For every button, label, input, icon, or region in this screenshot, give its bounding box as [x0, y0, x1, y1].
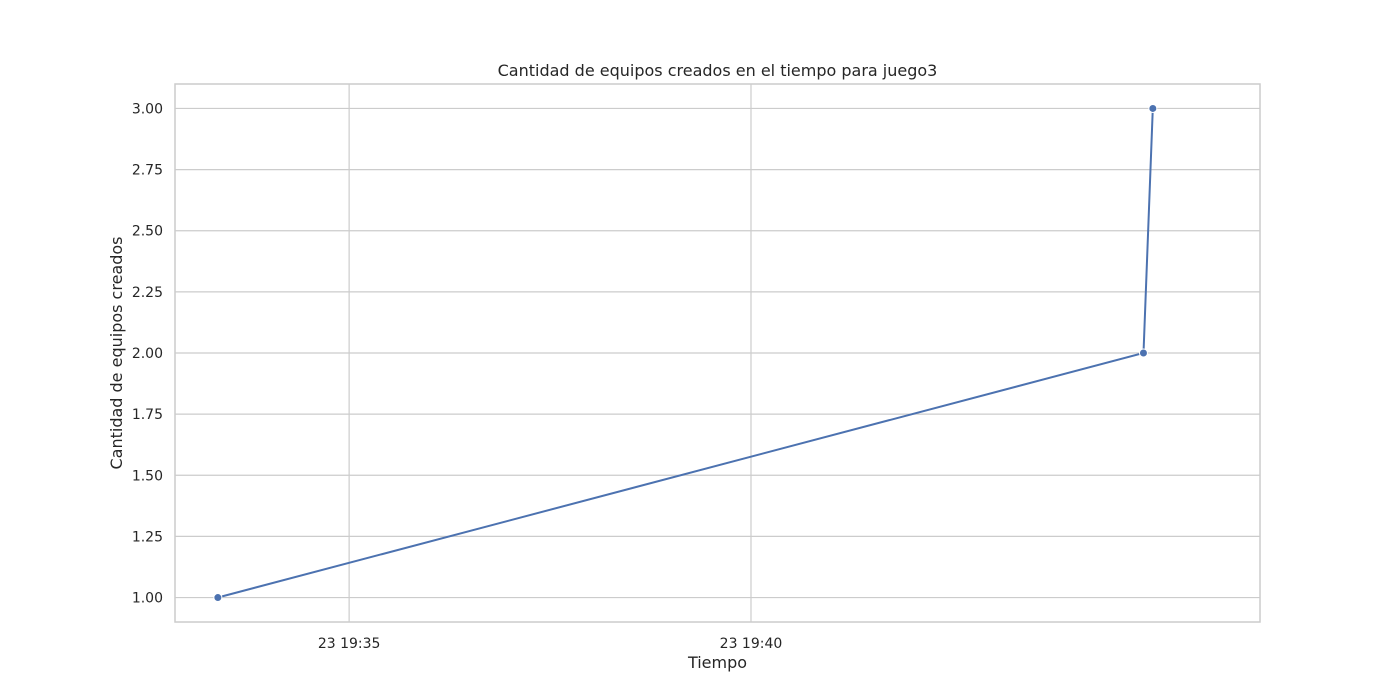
- y-tick-label: 1.75: [132, 407, 163, 423]
- data-point: [1138, 348, 1148, 358]
- y-tick-label: 1.00: [132, 591, 163, 607]
- y-tick-label: 2.00: [132, 346, 163, 362]
- y-tick-label: 1.50: [132, 468, 163, 484]
- chart-title: Cantidad de equipos creados en el tiempo…: [498, 61, 938, 80]
- y-tick-label: 2.75: [132, 163, 163, 179]
- data-point: [1148, 103, 1158, 113]
- data-point: [213, 593, 223, 603]
- tick-layer: 1.00 1.25 1.50 1.75 2.00 2.25 2.50 2.75 3.00 23 1…: [132, 101, 782, 652]
- grid-layer: [175, 84, 1260, 622]
- x-axis-label: Tiempo: [687, 653, 747, 672]
- plot-frame: [174, 83, 1261, 623]
- y-tick-label: 3.00: [132, 101, 163, 117]
- y-axis-label: Cantidad de equipos creados: [107, 236, 126, 469]
- x-tick-label: 23 19:35: [318, 636, 381, 652]
- series-layer: [213, 103, 1158, 603]
- y-tick-label: 2.50: [132, 224, 163, 240]
- x-tick-label: 23 19:40: [720, 636, 783, 652]
- y-tick-label: 2.25: [132, 285, 163, 301]
- y-tick-label: 1.25: [132, 529, 163, 545]
